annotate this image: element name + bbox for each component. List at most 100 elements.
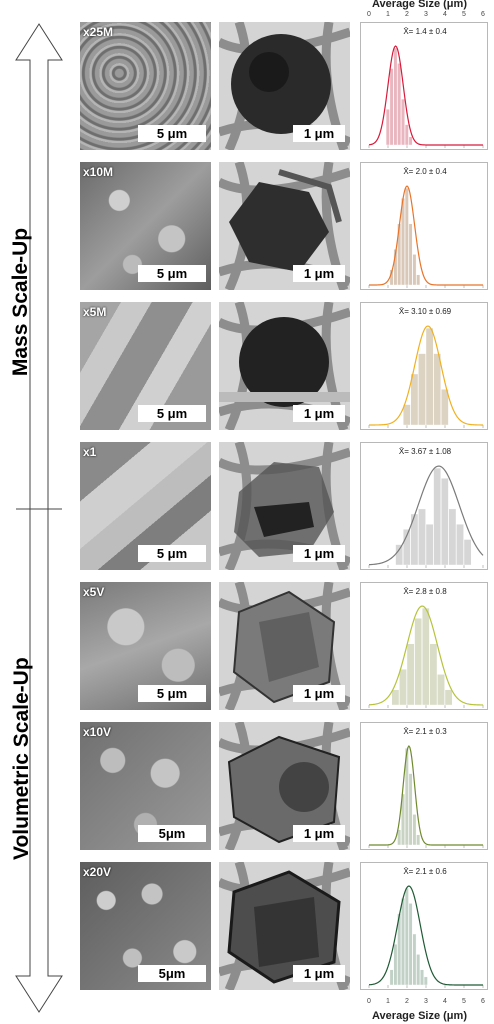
x-tick-label: 4 [443,11,447,18]
sem-image: x25M 5 μm [80,22,211,150]
x-tick-label: 2 [405,11,409,18]
histogram-bar [416,274,421,286]
mean-stat: X̄= 3.67 ± 1.08 [398,447,452,456]
histogram-bar [463,539,472,566]
axis-title-top: Average Size (μm) [372,0,467,10]
magnification-label: x20V [83,865,112,879]
tem-scale-bar: 1 μm [293,405,345,422]
histogram-bar [414,618,422,706]
histogram-bar [410,513,419,566]
sample-row: x5V 5 μm 1 μm X̄= 2.8 ± 0.8 [0,582,494,710]
gaussian-fit-curve [368,465,484,566]
x-tick-label: 4 [443,998,447,1005]
tem-scale-bar: 1 μm [293,125,345,142]
mean-stat: X̄= 2.8 ± 0.8 [403,587,447,596]
magnification-label: x25M [83,25,114,39]
size-histogram: X̄= 2.0 ± 0.4 [360,162,488,290]
sem-image: x5M 5 μm [80,302,211,430]
size-histogram: X̄= 3.67 ± 1.08 [360,442,488,570]
gaussian-fit-curve [368,325,484,426]
histogram-bar [433,467,441,566]
histogram-bar [395,544,403,566]
histogram-bar [389,68,394,146]
x-tick-label: 0 [367,998,371,1005]
histogram-bar [406,643,415,706]
histogram-bar [412,933,417,986]
histogram-bar [416,954,421,986]
histogram-bar [437,674,445,706]
histogram-bar [404,124,409,146]
histogram-bar [404,747,409,846]
tem-scale-bar: 1 μm [293,545,345,562]
size-histogram: X̄= 1.4 ± 0.4 [360,22,488,150]
sem-image: x1 5 μm [80,442,211,570]
gaussian-fit-curve [368,605,484,706]
tem-image: 1 μm [219,722,350,850]
histogram-bar [404,887,409,986]
sem-image: x10V 5μm [80,722,211,850]
magnification-label: x1 [83,445,97,459]
histogram-bar [401,98,405,146]
histogram-bar [410,373,419,426]
histogram-bar [389,969,394,986]
histogram-bar [418,508,426,566]
sem-image: x20V 5μm [80,862,211,990]
tem-scale-bar: 1 μm [293,965,345,982]
size-histogram: X̄= 3.10 ± 0.69 [360,302,488,430]
histogram-bar [448,508,457,566]
histogram-bar [440,389,449,426]
x-tick-label: 0 [367,11,371,18]
histogram-bar [401,898,405,986]
sem-image: x5V 5 μm [80,582,211,710]
size-histogram: X̄= 2.1 ± 0.3 [360,722,488,850]
x-tick-label: 5 [462,998,466,1005]
histogram-bar [418,353,426,426]
histogram-plot [368,325,484,428]
histogram-bar [401,793,405,846]
histogram-bar [456,523,464,566]
histogram-bar [393,47,398,146]
size-histogram: X̄= 2.1 ± 0.6 [360,862,488,990]
x-tick-label: 6 [481,998,485,1005]
sem-scale-bar: 5 μm [138,545,206,562]
histogram-bar [397,829,402,846]
tem-image: 1 μm [219,302,350,430]
tem-scale-bar: 1 μm [293,265,345,282]
size-histogram: X̄= 2.8 ± 0.8 [360,582,488,710]
histogram-bar [412,814,417,846]
histogram-bar [408,136,413,146]
sem-scale-bar: 5 μm [138,405,206,422]
tem-scale-bar: 1 μm [293,825,345,842]
histogram-plot [368,185,484,288]
histogram-bar [444,689,453,706]
mean-stat: X̄= 2.1 ± 0.6 [403,867,447,876]
gaussian-fit-curve [369,185,483,286]
sample-row: x1 5 μm 1 μm X̄= 3.67 ± 1.08 [0,442,494,570]
x-tick-label: 2 [405,998,409,1005]
gaussian-fit-curve [368,45,483,146]
mean-stat: X̄= 3.10 ± 0.69 [398,307,452,316]
tem-image: 1 μm [219,442,350,570]
sample-row: x5M 5 μm 1 μm X̄= 3.10 ± 0.69 [0,302,494,430]
histogram-bar [420,969,424,986]
magnification-label: x10V [83,725,112,739]
histogram-bar [423,976,428,986]
x-tick-label: 3 [424,11,428,18]
histogram-bar [403,404,411,426]
histogram-bar [408,223,413,286]
histogram-bar [401,198,405,286]
histogram-bar [429,643,438,706]
histogram-bar [433,353,441,426]
x-tick-label: 1 [386,998,390,1005]
x-tick-label: 1 [386,11,390,18]
histogram-plot [368,745,484,848]
sem-scale-bar: 5μm [138,825,206,842]
histogram-bar [408,903,413,986]
mean-stat: X̄= 1.4 ± 0.4 [403,27,447,36]
histogram-bar [412,254,417,286]
histogram-bar [422,607,430,706]
sem-scale-bar: 5 μm [138,265,206,282]
x-tick-label: 3 [424,998,428,1005]
magnification-label: x5M [83,305,107,319]
magnification-label: x5V [83,585,105,599]
